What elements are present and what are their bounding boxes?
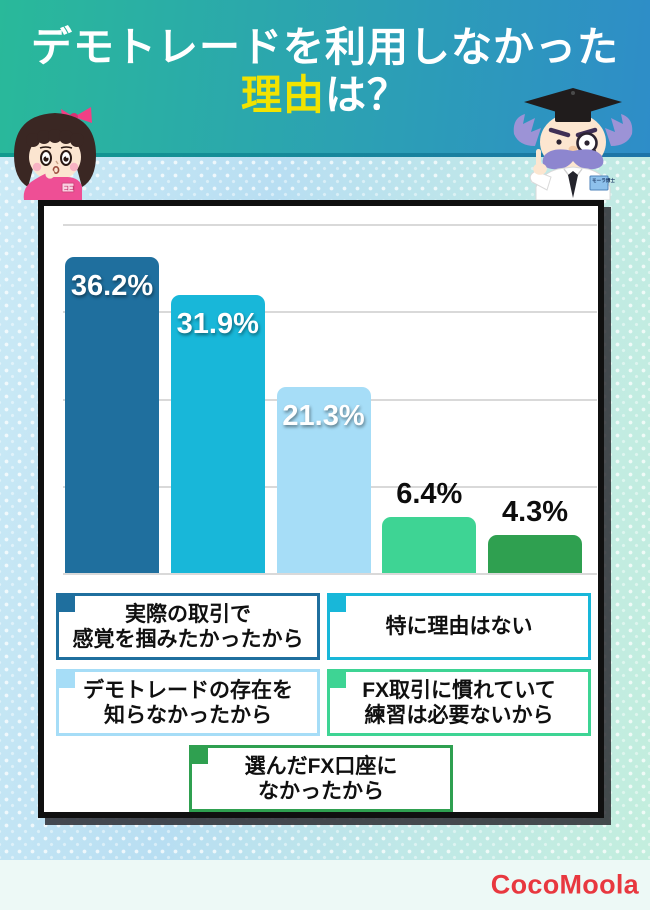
legend-color-tab xyxy=(327,669,346,688)
footer-bar: CocoMoola xyxy=(0,860,650,910)
bar xyxy=(65,257,159,573)
legend-color-tab xyxy=(189,745,208,764)
bar xyxy=(170,294,265,573)
eyes xyxy=(39,146,73,166)
legend-item: 実際の取引で 感覚を掴みたかったから xyxy=(56,593,320,660)
bar-value-label: 31.9% xyxy=(176,307,259,340)
legend-item-label: 選んだFX口座に xyxy=(244,754,398,778)
bar-value-label: 6.4% xyxy=(396,478,463,511)
bar xyxy=(382,517,477,573)
bar-value-label: 21.3% xyxy=(282,400,365,433)
bar-value-label: 4.3% xyxy=(501,496,569,529)
svg-text:ココ: ココ xyxy=(64,185,75,192)
legend-row: 選んだFX口座に なかったから xyxy=(44,745,598,812)
legend-item-label: 練習は必要ないから xyxy=(364,703,554,727)
svg-text:モーラ博士: モーラ博士 xyxy=(592,177,615,184)
legend-item-label: デモトレードの存在を xyxy=(83,678,293,702)
legend-item-label: 感覚を掴みたかったから xyxy=(72,627,304,651)
bangs xyxy=(26,129,84,147)
legend-item-label: 実際の取引で xyxy=(125,602,251,626)
professor-character-illustration: モーラ博士 xyxy=(513,88,633,200)
title-highlight: 理由 xyxy=(241,72,325,118)
legend-item-label: 知らなかったから xyxy=(104,703,272,727)
gridline xyxy=(63,573,597,575)
gridline xyxy=(63,311,597,314)
legend-color-tab xyxy=(56,593,75,612)
legend-item: FX取引に慣れていて 練習は必要ないから xyxy=(327,669,591,736)
legend-item: 特に理由はない xyxy=(327,593,591,660)
legend-item-label: 特に理由はない xyxy=(385,615,533,638)
legend-color-tab xyxy=(56,669,75,688)
chart-card: 36.2% 31.9% 21.3% 6.4% 4.3% 実際の取引で 感覚を掴みたかったか… xyxy=(38,200,604,818)
bar xyxy=(488,535,582,573)
bar-value-label: 36.2% xyxy=(70,270,154,303)
bar-chart: 36.2% 31.9% 21.3% 6.4% 4.3% xyxy=(63,224,597,575)
bar xyxy=(276,387,371,573)
page-title-line2: 理由は？ xyxy=(0,72,650,118)
legend-row: 実際の取引で 感覚を掴みたかったから 特に理由はない xyxy=(44,593,598,660)
gridline xyxy=(63,224,597,226)
cocomoola-logo: CocoMoola xyxy=(490,869,639,900)
header-banner: デモトレードを利用しなかった 理由は？ xyxy=(0,0,650,157)
page-title-line1: デモトレードを利用しなかった xyxy=(31,24,619,70)
legend-item-label: なかったから xyxy=(258,779,384,803)
title-rest: は？ xyxy=(325,72,409,118)
chart-legend: 実際の取引で 感覚を掴みたかったから 特に理由はないデモトレードの存在を 知らなかった… xyxy=(44,593,598,821)
legend-item: 選んだFX口座に なかったから xyxy=(189,745,453,812)
legend-item: デモトレードの存在を 知らなかったから xyxy=(56,669,320,736)
legend-color-tab xyxy=(327,593,346,612)
legend-item-label: FX取引に慣れていて xyxy=(362,678,556,702)
girl-character-illustration: ココ xyxy=(14,107,96,200)
legend-row: デモトレードの存在を 知らなかったから FX取引に慣れていて 練習は必要ないから xyxy=(44,669,598,736)
